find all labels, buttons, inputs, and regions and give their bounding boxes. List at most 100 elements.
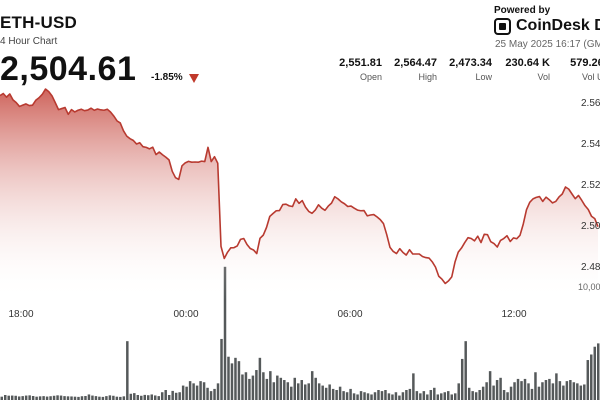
price-area-fill xyxy=(0,89,598,300)
volume-bar xyxy=(105,396,108,400)
volume-bar xyxy=(408,388,412,400)
volume-bar xyxy=(147,395,150,400)
stat-vol-usd: 579.26 M Vol USD xyxy=(570,57,600,82)
volume-bar xyxy=(310,371,314,400)
stat-label: Low xyxy=(475,72,492,82)
volume-bar xyxy=(555,373,558,400)
volume-bar xyxy=(297,383,300,400)
stat-value: 579.26 M xyxy=(570,57,600,69)
volume-bar xyxy=(49,396,52,400)
volume-bar xyxy=(436,394,440,400)
y-tick-label: 2.50 xyxy=(581,221,600,232)
volume-bar xyxy=(167,395,171,400)
volume-bar xyxy=(38,396,42,400)
volume-bar xyxy=(373,392,377,400)
volume-bar xyxy=(541,382,544,400)
volume-bar xyxy=(213,388,216,400)
volume-bar xyxy=(576,383,579,400)
volume-bar xyxy=(398,395,401,400)
volume-bar xyxy=(328,384,331,400)
chart-subtitle: 4 Hour Chart xyxy=(0,36,58,47)
volume-bar xyxy=(181,385,185,400)
y-tick-label: 2.56 xyxy=(581,98,600,109)
stat-open: 2,551.81 Open xyxy=(339,57,382,82)
volume-bar xyxy=(352,393,356,400)
volume-bar xyxy=(234,357,237,400)
volume-bar xyxy=(471,391,474,400)
volume-bar xyxy=(7,395,10,400)
volume-bar xyxy=(244,372,248,400)
stat-vol: 230.64 K Vol xyxy=(505,57,550,82)
volume-bar xyxy=(359,391,363,400)
volume-bar xyxy=(321,385,324,400)
volume-bar xyxy=(317,383,321,400)
volume-bar xyxy=(338,386,342,400)
volume-bar xyxy=(108,395,112,400)
stat-high: 2,564.47 High xyxy=(394,57,437,82)
brand-name[interactable]: CoinDesk Data xyxy=(516,17,600,34)
stat-label: Vol xyxy=(537,72,550,82)
volume-bar xyxy=(195,385,199,400)
volume-bar xyxy=(251,375,255,400)
stat-low: 2,473.34 Low xyxy=(449,57,492,82)
volume-bar xyxy=(342,391,345,400)
volume-bar xyxy=(565,381,569,400)
timestamp: 25 May 2025 16:17 (GMT) xyxy=(495,39,600,50)
volume-bar xyxy=(262,372,265,400)
volume-bar xyxy=(558,381,562,400)
volume-bar xyxy=(520,381,523,400)
volume-bar xyxy=(209,391,213,400)
x-tick-label: 06:00 xyxy=(337,309,362,320)
volume-bar xyxy=(419,393,422,400)
volume-bar xyxy=(31,396,35,400)
volume-bar xyxy=(366,393,370,400)
coindesk-logo-icon xyxy=(494,18,511,35)
volume-bar xyxy=(527,383,530,400)
volume-bar xyxy=(331,388,335,400)
volume-bar xyxy=(185,386,188,400)
volume-bar xyxy=(548,378,551,400)
volume-bar xyxy=(91,395,94,400)
volume-bar xyxy=(227,356,230,400)
volume-bar xyxy=(457,383,460,400)
volume-bar xyxy=(14,395,17,400)
volume-bar xyxy=(485,382,488,400)
stat-label: High xyxy=(418,72,437,82)
volume-bar xyxy=(112,395,115,400)
x-tick-label: 12:00 xyxy=(501,309,526,320)
volume-bar xyxy=(119,396,122,400)
volume-bar xyxy=(230,363,234,400)
volume-bar xyxy=(133,393,136,400)
volume-bar xyxy=(286,382,290,400)
volume-bar xyxy=(394,392,398,400)
volume-bar xyxy=(17,396,21,400)
volume-bar xyxy=(283,380,286,400)
stat-label: Vol USD xyxy=(581,72,600,82)
volume-bar xyxy=(412,373,415,400)
y-tick-label: 2.54 xyxy=(581,139,600,150)
y-tick-label: 2.52 xyxy=(581,180,600,191)
volume-bar xyxy=(460,358,464,400)
volume-bar xyxy=(307,383,310,400)
volume-bar xyxy=(447,391,450,400)
volume-bar xyxy=(450,394,453,400)
volume-bar xyxy=(164,390,167,400)
volume-bar xyxy=(269,371,272,400)
volume-bar xyxy=(506,392,509,400)
volume-bar xyxy=(188,381,192,400)
volume-bar xyxy=(290,386,293,400)
volume-bar xyxy=(174,392,178,400)
volume-bar xyxy=(405,390,408,400)
volume-bar xyxy=(572,382,576,400)
volume-bar xyxy=(150,394,153,400)
volume-bar xyxy=(544,380,548,400)
volume-bar xyxy=(384,390,387,400)
volume-bar xyxy=(136,395,140,400)
volume-bar xyxy=(157,396,160,400)
volume-bar xyxy=(66,396,70,400)
volume-bar xyxy=(10,395,14,400)
volume-bar xyxy=(391,394,394,400)
volume-bar xyxy=(265,378,269,400)
volume-bar xyxy=(586,360,590,400)
